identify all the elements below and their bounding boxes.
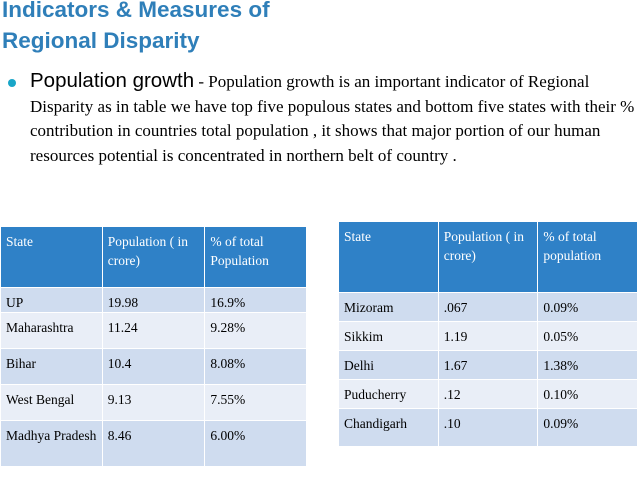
- cell-state: Bihar: [0, 348, 103, 385]
- table-row: Bihar 10.4 8.08%: [0, 348, 307, 385]
- cell-percent: 9.28%: [204, 312, 307, 349]
- cell-population: 11.24: [101, 312, 206, 349]
- cell-state: Madhya Pradesh: [0, 420, 103, 467]
- slide-title: Indicators & Measures of Regional Dispar…: [2, 0, 270, 56]
- bullet-text: - Population growth is an important indi…: [30, 72, 635, 165]
- bullet-dot-icon: [8, 79, 16, 87]
- bullet-lead: Population growth: [30, 69, 195, 92]
- header-percent: % of total population: [537, 221, 638, 293]
- cell-population: 10.4: [101, 348, 206, 385]
- cell-population: .10: [437, 408, 539, 447]
- table-row: Puducherry .12 0.10%: [338, 379, 638, 409]
- table-row: Maharashtra 11.24 9.28%: [0, 312, 307, 349]
- cell-percent: 0.09%: [537, 292, 638, 322]
- header-state: State: [0, 226, 103, 288]
- title-line-2: Regional Disparity: [2, 28, 200, 53]
- cell-state: Sikkim: [338, 321, 439, 351]
- table-row: Delhi 1.67 1.38%: [338, 350, 638, 380]
- cell-population: .12: [437, 379, 539, 409]
- header-percent: % of total Population: [204, 226, 307, 288]
- cell-population: 8.46: [101, 420, 206, 467]
- cell-percent: 6.00%: [204, 420, 307, 467]
- cell-percent: 8.08%: [204, 348, 307, 385]
- top-populous-states-table: State Population ( in crore) % of total …: [0, 226, 307, 467]
- cell-population: 1.67: [437, 350, 539, 380]
- cell-percent: 0.10%: [537, 379, 638, 409]
- table-row: West Bengal 9.13 7.55%: [0, 384, 307, 421]
- cell-percent: 1.38%: [537, 350, 638, 380]
- table-header-row: State Population ( in crore) % of total …: [338, 221, 638, 293]
- cell-population: .067: [437, 292, 539, 322]
- cell-population: 1.19: [437, 321, 539, 351]
- header-state: State: [338, 221, 439, 293]
- cell-percent: 0.09%: [537, 408, 638, 447]
- cell-state: West Bengal: [0, 384, 103, 421]
- table-row: Chandigarh .10 0.09%: [338, 408, 638, 447]
- table-row: Madhya Pradesh 8.46 6.00%: [0, 420, 307, 467]
- cell-state: Chandigarh: [338, 408, 439, 447]
- cell-state: Maharashtra: [0, 312, 103, 349]
- table-row: Mizoram .067 0.09%: [338, 292, 638, 322]
- table-row: UP 19.98 16.9%: [0, 287, 307, 313]
- cell-state: Mizoram: [338, 292, 439, 322]
- cell-percent: 7.55%: [204, 384, 307, 421]
- cell-population: 9.13: [101, 384, 206, 421]
- bullet-paragraph: Population growth - Population growth is…: [30, 69, 638, 168]
- cell-state: Puducherry: [338, 379, 439, 409]
- cell-state: Delhi: [338, 350, 439, 380]
- table-header-row: State Population ( in crore) % of total …: [0, 226, 307, 288]
- cell-state: UP: [0, 287, 103, 313]
- title-line-1: Indicators & Measures of: [2, 0, 270, 22]
- cell-percent: 16.9%: [204, 287, 307, 313]
- bottom-populous-states-table: State Population ( in crore) % of total …: [338, 221, 638, 447]
- header-population: Population ( in crore): [437, 221, 539, 293]
- table-row: Sikkim 1.19 0.05%: [338, 321, 638, 351]
- header-population: Population ( in crore): [101, 226, 206, 288]
- cell-percent: 0.05%: [537, 321, 638, 351]
- cell-population: 19.98: [101, 287, 206, 313]
